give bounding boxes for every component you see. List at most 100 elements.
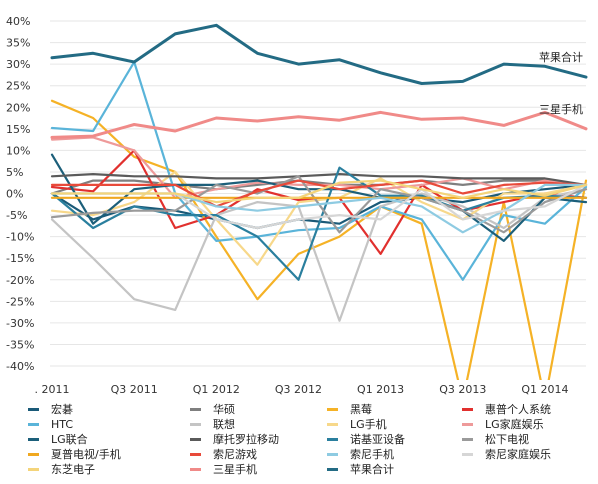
legend-label: 夏普电视/手机 xyxy=(51,448,121,461)
legend-label: HTC xyxy=(51,417,74,431)
legend-swatch xyxy=(462,422,473,426)
x-tick-label: Q3 2013 xyxy=(439,383,486,396)
legend-item: 联想 xyxy=(190,417,235,431)
legend-label: 东芝电子 xyxy=(51,463,95,476)
y-tick-label: 10% xyxy=(6,144,30,157)
legend-swatch xyxy=(190,437,201,441)
legend-label: 摩托罗拉移动 xyxy=(213,433,279,446)
series-line xyxy=(50,173,588,186)
y-tick-label: 35% xyxy=(6,37,30,50)
legend-item: 索尼家庭娱乐 xyxy=(462,447,551,461)
series-line xyxy=(50,60,588,281)
x-tick-label: Q3 2012 xyxy=(275,383,322,396)
y-tick-label: -25% xyxy=(6,295,34,308)
series-line xyxy=(50,188,588,322)
legend-swatch xyxy=(190,407,201,411)
legend-label: 索尼家庭娱乐 xyxy=(485,448,551,461)
y-tick-label: -5% xyxy=(6,209,27,222)
series-lines xyxy=(50,23,588,380)
legend-item: 三星手机 xyxy=(190,462,257,476)
legend-item: LG联合 xyxy=(28,432,88,446)
legend-swatch xyxy=(28,422,39,426)
legend-item: HTC xyxy=(28,417,73,431)
legend-swatch xyxy=(327,422,338,426)
series-annotation: 三星手机 xyxy=(539,102,583,116)
legend-label: 索尼手机 xyxy=(350,448,394,461)
series-line xyxy=(50,179,588,195)
y-tick-label: 5% xyxy=(6,166,23,179)
legend-swatch xyxy=(327,452,338,456)
y-tick-label: 15% xyxy=(6,123,30,136)
legend-label: 松下电视 xyxy=(485,433,529,446)
legend-label: 三星手机 xyxy=(213,463,257,476)
x-tick-label: Q1 2014 xyxy=(521,383,568,396)
legend-label: 黑莓 xyxy=(350,403,372,416)
y-tick-label: 25% xyxy=(6,80,30,93)
legend-item: 诺基亚设备 xyxy=(327,432,405,446)
legend-swatch xyxy=(327,437,338,441)
series-line xyxy=(50,110,588,139)
y-axis-ticks: 40% 35% 30% 25% 20% 15% 10% 5% 0% -5% -10% -15% -20%… xyxy=(6,15,34,373)
legend-swatch xyxy=(28,437,39,441)
legend-item: 夏普电视/手机 xyxy=(28,447,121,461)
legend-swatch xyxy=(190,422,201,426)
legend-label: 宏碁 xyxy=(51,403,73,416)
legend-item: 东芝电子 xyxy=(28,462,95,476)
legend-swatch xyxy=(190,452,201,456)
legend-label: LG联合 xyxy=(51,433,88,446)
legend-item: 华硕 xyxy=(190,402,235,416)
series-annotation: 苹果合计 xyxy=(539,50,583,64)
legend-label: 惠普个人系统 xyxy=(485,403,551,416)
legend-swatch xyxy=(462,452,473,456)
x-tick-label: . 2011 xyxy=(35,383,70,396)
legend-item: LG家庭娱乐 xyxy=(462,417,544,431)
legend-label: 华硕 xyxy=(213,403,235,416)
legend-swatch xyxy=(28,467,39,471)
y-tick-label: -20% xyxy=(6,274,34,287)
x-tick-label: Q3 2011 xyxy=(111,383,158,396)
legend-item: LG手机 xyxy=(327,417,387,431)
legend-item: 索尼游戏 xyxy=(190,447,257,461)
legend-label: 诺基亚设备 xyxy=(350,433,405,446)
series-line xyxy=(50,179,588,204)
x-axis-ticks: . 2011 Q3 2011 Q1 2012 Q3 2012 Q1 2013 Q3 201… xyxy=(35,383,569,396)
line-chart: 40% 35% 30% 25% 20% 15% 10% 5% 0% -5% -10% -15% -20%… xyxy=(6,15,588,396)
legend-label: LG家庭娱乐 xyxy=(485,418,544,431)
legend-label: 苹果合计 xyxy=(350,463,394,476)
y-tick-label: -35% xyxy=(6,338,34,351)
legend: 宏碁 华硕 黑莓 惠普个人系统 HTC 联想 LG手机 LG家庭娱乐 LG联合 摩托罗拉移动 诺基亚… xyxy=(0,398,598,484)
legend-item: 摩托罗拉移动 xyxy=(190,432,279,446)
legend-item: 索尼手机 xyxy=(327,447,394,461)
legend-swatch xyxy=(327,467,338,471)
legend-item: 宏碁 xyxy=(28,402,73,416)
y-tick-label: 0% xyxy=(6,188,23,201)
legend-label: 索尼游戏 xyxy=(213,448,257,461)
legend-swatch xyxy=(462,407,473,411)
series-line xyxy=(50,166,588,281)
y-tick-label: 20% xyxy=(6,101,30,114)
legend-item: 苹果合计 xyxy=(327,462,394,476)
y-tick-label: 40% xyxy=(6,15,30,28)
legend-label: LG手机 xyxy=(350,418,387,431)
series-line xyxy=(50,23,588,85)
legend-swatch xyxy=(190,467,201,471)
legend-swatch xyxy=(28,452,39,456)
legend-swatch xyxy=(327,407,338,411)
legend-item: 黑莓 xyxy=(327,402,372,416)
legend-item: 惠普个人系统 xyxy=(462,402,551,416)
y-tick-label: -30% xyxy=(6,317,34,330)
y-tick-label: -10% xyxy=(6,231,34,244)
legend-swatch xyxy=(462,437,473,441)
legend-item: 松下电视 xyxy=(462,432,529,446)
y-tick-label: -15% xyxy=(6,252,34,265)
series-line xyxy=(50,99,588,380)
series-line xyxy=(50,179,588,208)
y-tick-label: 30% xyxy=(6,58,30,71)
grid-lines xyxy=(50,20,586,367)
y-tick-label: -40% xyxy=(6,360,34,373)
x-tick-label: Q1 2013 xyxy=(357,383,404,396)
legend-label: 联想 xyxy=(213,418,235,431)
legend-swatch xyxy=(28,407,39,411)
x-tick-label: Q1 2012 xyxy=(193,383,240,396)
